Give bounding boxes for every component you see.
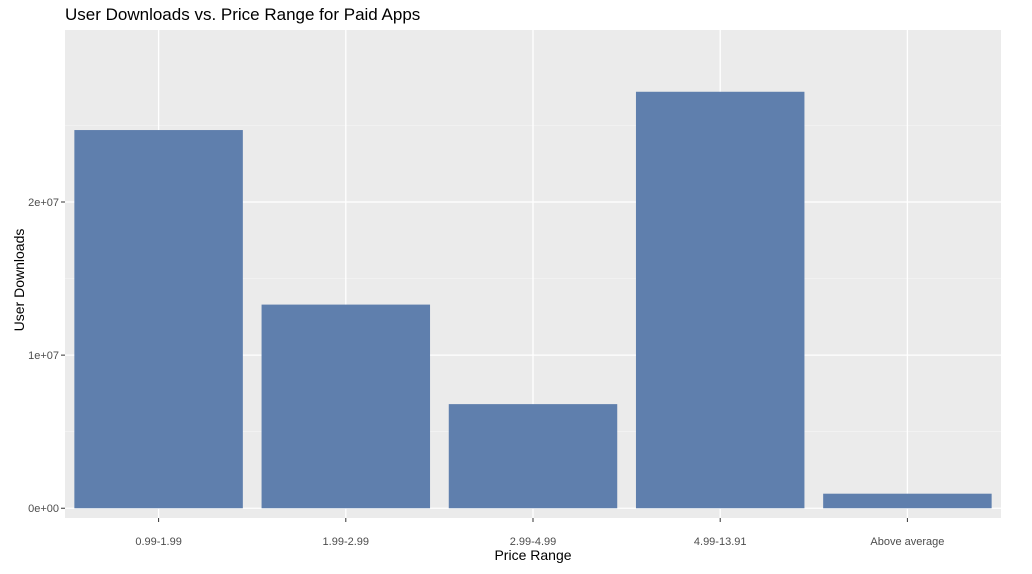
y-tick-label: 0e+00 <box>28 503 59 515</box>
bar-4-99-13-91 <box>635 91 805 509</box>
y-axis-title: User Downloads <box>11 229 27 332</box>
bar-above-average <box>823 493 992 509</box>
x-tick-label: Above average <box>870 536 944 548</box>
x-tick-label: 2.99-4.99 <box>510 536 556 548</box>
bar-1-99-2-99 <box>261 304 431 509</box>
x-tick-label: 4.99-13.91 <box>694 536 747 548</box>
x-tick-label: 1.99-2.99 <box>323 536 369 548</box>
bar-0-99-1-99 <box>74 130 243 509</box>
x-tick-label: 0.99-1.99 <box>135 536 181 548</box>
y-tick-label: 1e+07 <box>28 350 59 362</box>
chart-title: User Downloads vs. Price Range for Paid … <box>65 5 420 24</box>
y-axis-ticks: 0e+00 1e+07 2e+07 <box>28 197 65 515</box>
x-axis-title: Price Range <box>494 547 571 563</box>
y-tick-label: 2e+07 <box>28 197 59 209</box>
x-axis-ticks: 0.99-1.99 1.99-2.99 2.99-4.99 4.99-13.91 Abo… <box>135 518 944 548</box>
bar-2-99-4-99 <box>448 404 618 509</box>
bars <box>74 91 992 509</box>
